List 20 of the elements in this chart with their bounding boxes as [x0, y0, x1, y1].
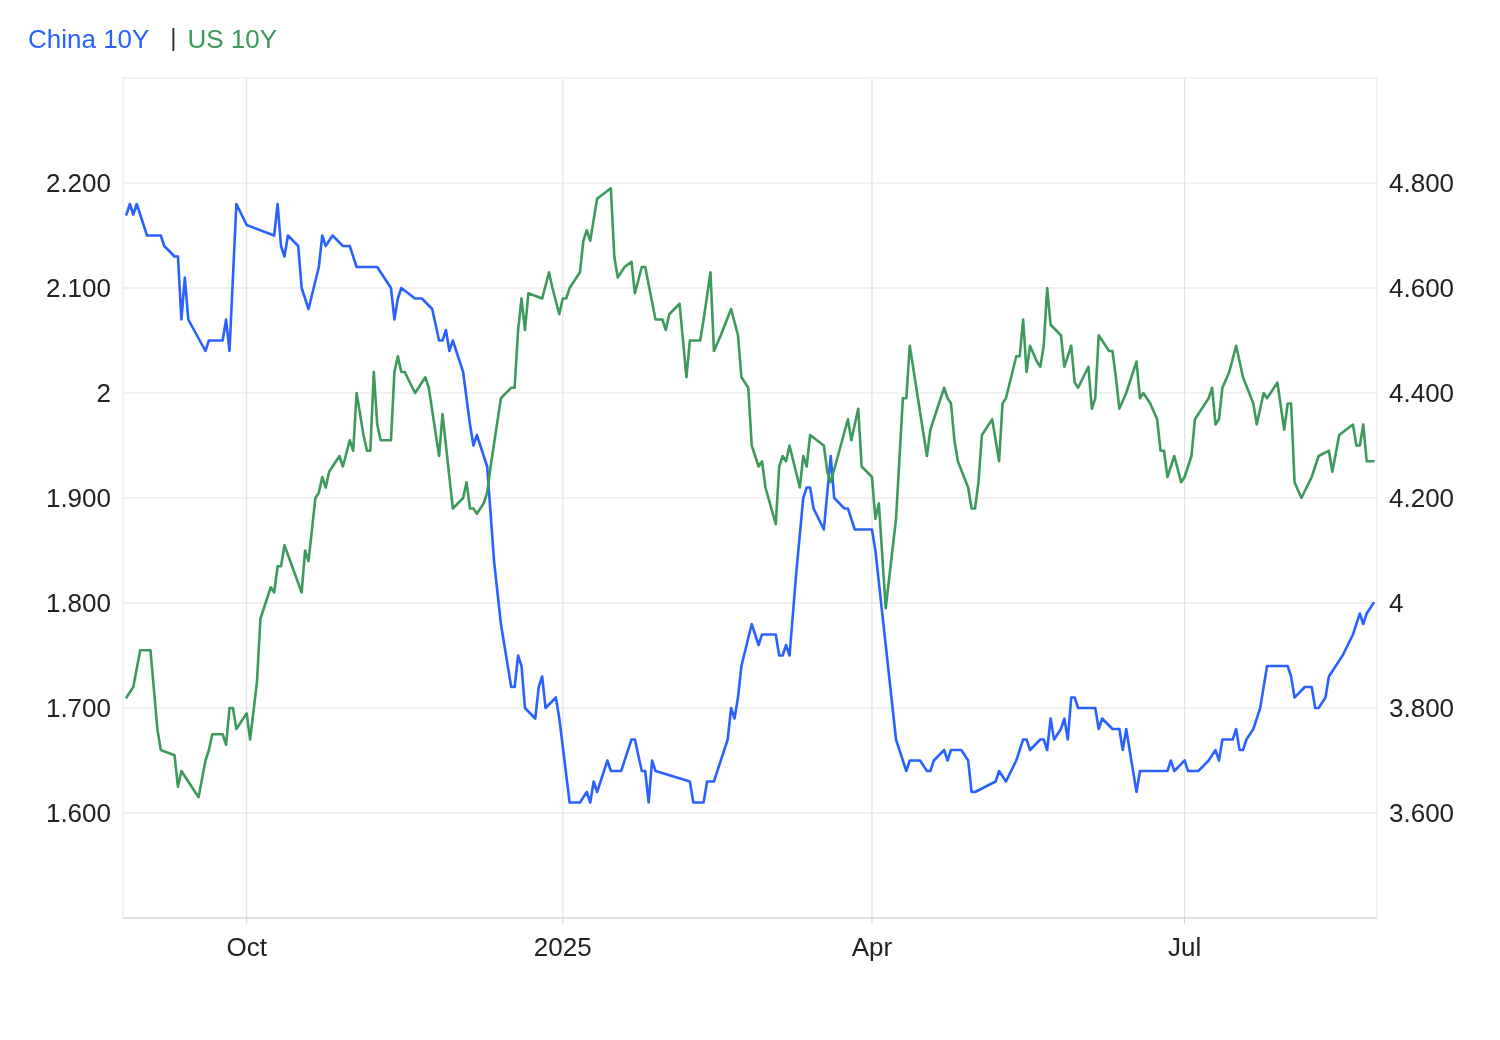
text: China 10Y [28, 24, 150, 54]
x-tick-label: Oct [226, 932, 268, 962]
y2-tick-label: 4.400 [1389, 378, 1455, 409]
x-tick-label: 2025 [533, 932, 592, 962]
y-tick-label: 1.700 [45, 693, 111, 724]
y-tick-label: 1.600 [45, 798, 111, 829]
y-tick-label: 2.100 [45, 273, 111, 304]
y2-tick-label: 3.600 [1389, 798, 1455, 829]
y2-tick-label: 4 [1389, 588, 1404, 619]
y-tick-label: 1.900 [45, 483, 111, 514]
y2-tick-label: 4.800 [1389, 168, 1455, 199]
x-tick-label: Apr [851, 932, 893, 962]
y-tick-label: 2.200 [45, 168, 111, 199]
y2-tick-label: 3.800 [1389, 693, 1455, 724]
text: US 10Y [187, 24, 278, 54]
y-tick-label: 1.800 [45, 588, 111, 619]
y-tick-label: 2 [96, 378, 111, 409]
y2-tick-label: 4.200 [1389, 483, 1455, 514]
y2-tick-label: 4.600 [1389, 273, 1455, 304]
x-tick-label: Jul [1167, 932, 1202, 962]
